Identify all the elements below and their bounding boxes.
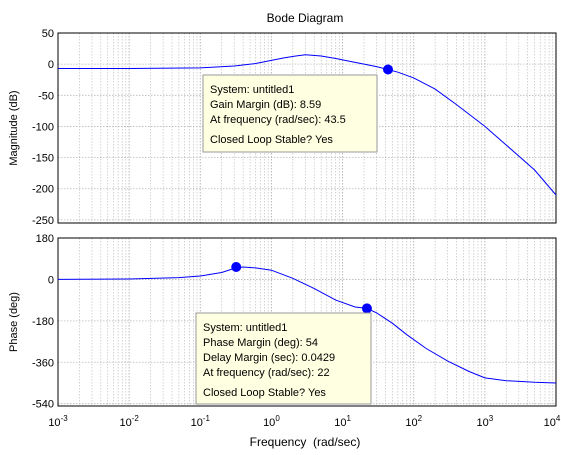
y-tick-label: -200 [32,184,54,196]
gain-margin-marker[interactable] [382,64,393,75]
x-tick-label: 10-2 [119,414,139,429]
y-tick-label: -540 [32,399,54,411]
y-tick-label: 0 [48,59,54,71]
gain-margin-datatip-line-3: At frequency (rad/sec): 43.5 [210,114,346,126]
x-axis-label: Frequency (rad/sec) [250,435,361,449]
gain-margin-datatip[interactable]: System: untitled1 Gain Margin (dB): 8.59… [202,74,378,153]
y-tick-label: -50 [38,90,54,102]
phase-panel: 180 0 -180 -360 -540 Phase (deg) System: unt… [8,233,557,411]
gain-margin-datatip-line-4: Closed Loop Stable? Yes [210,134,333,146]
phase-margin-datatip[interactable]: System: untitled1 Phase Margin (deg): 54… [195,312,372,405]
y-tick-label: -150 [32,153,54,165]
y-tick-label: 180 [36,233,54,245]
phase-margin-datatip-line-5: Closed Loop Stable? Yes [203,387,326,399]
phase-margin-datatip-line-4: At frequency (rad/sec): 22 [203,367,330,379]
x-tick-label: 104 [544,414,561,429]
magnitude-curve [58,54,557,196]
phase-ylabel: Phase (deg) [8,292,20,352]
y-tick-label: 50 [42,28,54,40]
phase-peak-marker[interactable] [231,261,242,272]
gain-margin-datatip-box [202,74,378,153]
y-tick-label: -250 [32,215,54,227]
magnitude-ylabel: Magnitude (dB) [8,90,20,165]
gain-margin-datatip-line-2: Gain Margin (dB): 8.59 [210,99,321,111]
y-tick-label: -180 [32,316,54,328]
magnitude-ytick-labels: 50 0 -50 -100 -150 -200 -250 [32,28,54,227]
phase-margin-datatip-line-1: System: untitled1 [203,322,287,334]
x-tick-label: 10-3 [48,414,68,429]
x-tick-labels: 10-3 10-2 10-1 100 101 102 103 104 [48,414,561,429]
y-tick-label: -360 [32,357,54,369]
x-tick-label: 101 [334,414,351,429]
gain-margin-datatip-line-1: System: untitled1 [210,84,294,96]
phase-margin-datatip-line-2: Phase Margin (deg): 54 [203,337,318,349]
phase-curve [57,266,557,384]
phase-margin-marker[interactable] [361,303,372,314]
phase-margin-datatip-line-3: Delay Margin (sec): 0.0429 [203,352,335,364]
y-tick-label: 0 [48,274,54,286]
x-tick-label: 103 [477,414,494,429]
phase-margin-datatip-box [195,312,372,405]
x-tick-label: 10-1 [191,414,211,429]
phase-axes-box [57,237,557,407]
magnitude-panel: 50 0 -50 -100 -150 -200 -250 Magnitude (dB) Sy… [8,28,557,227]
phase-ytick-labels: 180 0 -180 -360 -540 [32,233,54,411]
magnitude-axes-box [57,32,557,224]
chart-title: Bode Diagram [267,11,344,25]
y-tick-label: -100 [32,121,54,133]
x-tick-label: 102 [405,414,422,429]
x-tick-label: 100 [263,414,280,429]
